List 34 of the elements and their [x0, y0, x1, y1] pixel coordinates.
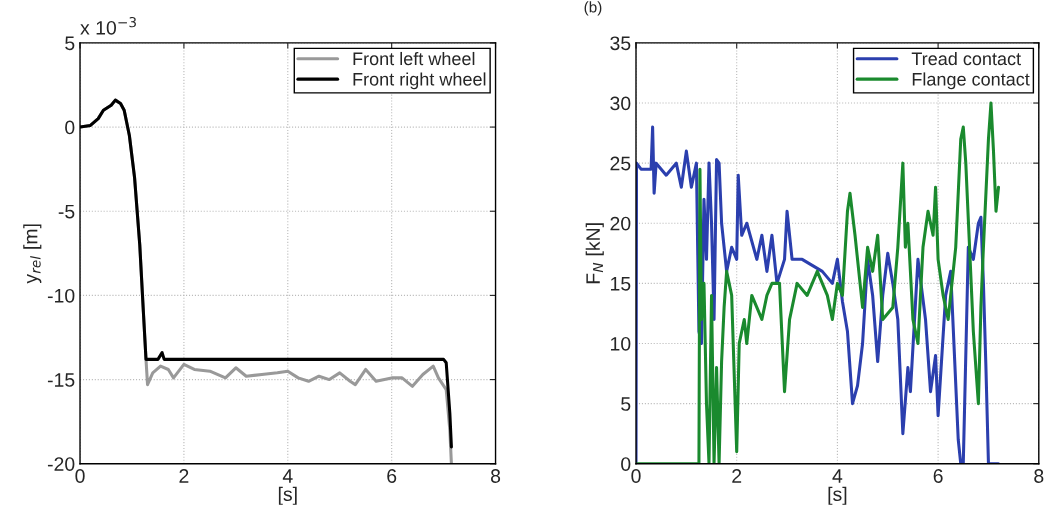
x-tick-label: 2: [179, 469, 189, 483]
y-tick-label: 5: [65, 36, 75, 51]
y-tick-label: -10: [47, 288, 75, 303]
legend-label: Flange contact: [912, 72, 1030, 90]
y-tick-label: -15: [47, 373, 75, 387]
x-tick-label: 6: [387, 469, 397, 483]
y-tick-label: -20: [47, 457, 75, 471]
y-tick-label: 5: [621, 397, 631, 411]
x-tick-label: 2: [732, 469, 742, 483]
legend-label: Tread contact: [911, 51, 1021, 66]
x-tick-label: 4: [832, 469, 843, 483]
x-axis-title: [s]: [828, 486, 847, 505]
legend-label: Front right wheel: [353, 72, 486, 90]
x-tick-label: 6: [933, 469, 943, 483]
text: x 10$^{−3}$: [80, 16, 136, 35]
y-tick-label: 0: [65, 120, 75, 135]
legend-label: Front left wheel: [353, 51, 475, 66]
x-axis-title: [s]: [278, 486, 297, 505]
y-tick-label: 0: [621, 457, 631, 471]
x-tick-label: 4: [282, 469, 293, 483]
x-tick-label: 8: [1034, 469, 1044, 483]
y-axis-title: y$_{rel}$ [m]: [23, 224, 42, 284]
y-tick-label: 20: [610, 216, 631, 231]
y-tick-label: 10: [611, 336, 631, 351]
y-tick-label: 35: [610, 36, 631, 51]
y-tick-label: -5: [58, 204, 75, 219]
y-tick-label: 30: [610, 96, 631, 111]
x-tick-label: 8: [490, 469, 501, 483]
y-axis-title: F$_{N}$ [kN]: [585, 223, 604, 284]
chart-title: (b): [584, 1, 602, 16]
x-tick-label: 0: [75, 469, 85, 483]
y-tick-label: 25: [610, 156, 631, 171]
y-tick-label: 15: [611, 277, 631, 291]
x-tick-label: 0: [631, 469, 641, 483]
